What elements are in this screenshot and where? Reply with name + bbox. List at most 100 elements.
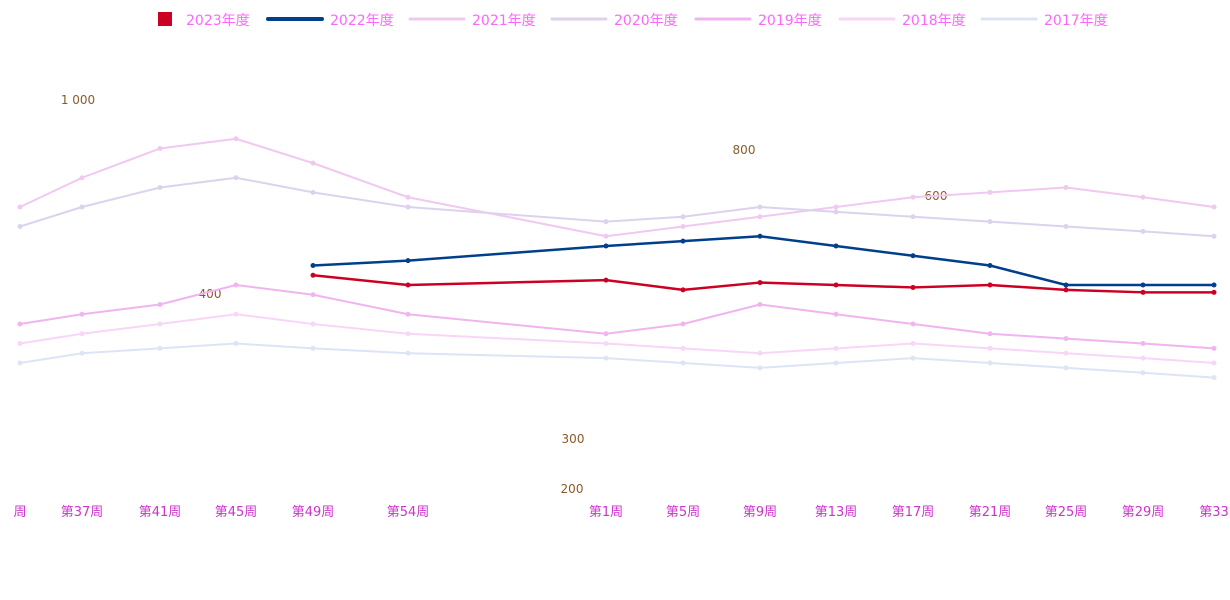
data-point — [1140, 228, 1146, 234]
series-lines — [17, 136, 1217, 381]
data-point — [1211, 289, 1217, 295]
data-point — [680, 287, 686, 293]
data-point — [603, 355, 609, 361]
x-tick-label: 第41周 — [139, 505, 182, 520]
legend-label-5[interactable]: 2018年度 — [902, 13, 966, 29]
y-tick-label: 300 — [562, 432, 585, 446]
data-point — [1063, 224, 1069, 229]
x-tick-label: 第21周 — [969, 505, 1012, 520]
data-point — [233, 136, 239, 142]
data-point — [1140, 289, 1146, 295]
data-point — [910, 341, 916, 346]
data-point — [833, 311, 839, 317]
data-point — [603, 341, 609, 346]
data-point — [405, 204, 411, 210]
legend-label-6[interactable]: 2017年度 — [1044, 13, 1108, 29]
data-point — [79, 331, 85, 337]
data-point — [1140, 194, 1146, 200]
data-point — [603, 243, 609, 249]
data-point — [603, 331, 609, 337]
data-point — [79, 175, 85, 181]
data-point — [1063, 365, 1069, 371]
data-point — [680, 321, 686, 327]
data-point — [405, 258, 411, 264]
legend-label-2[interactable]: 2021年度 — [472, 13, 536, 29]
data-point — [1063, 287, 1069, 293]
data-point — [910, 214, 916, 220]
x-tick-label: 第17周 — [892, 505, 935, 520]
data-point — [405, 194, 411, 200]
legend-label-4[interactable]: 2019年度 — [758, 13, 822, 29]
x-tick-label: 第49周 — [292, 505, 335, 520]
series-line-5 — [19, 313, 1215, 364]
x-tick-label: 第54周 — [387, 505, 430, 520]
legend-label-3[interactable]: 2020年度 — [614, 13, 678, 29]
data-point — [1140, 355, 1146, 361]
x-tick-label: 第1周 — [589, 505, 623, 520]
data-point — [680, 224, 686, 229]
series-line-4 — [19, 284, 1215, 350]
data-point — [157, 146, 163, 151]
data-point — [910, 253, 916, 259]
data-point — [603, 277, 609, 283]
x-tick-label: 第25周 — [1045, 505, 1088, 520]
data-point — [1063, 282, 1069, 288]
data-point — [405, 331, 411, 337]
data-point — [310, 160, 316, 166]
data-point — [17, 360, 23, 366]
data-point — [233, 311, 239, 317]
data-point — [680, 345, 686, 351]
data-point — [1140, 341, 1146, 346]
legend-label-1[interactable]: 2022年度 — [330, 13, 394, 29]
data-point — [79, 204, 85, 210]
legend-label-0[interactable]: 2023年度 — [186, 13, 250, 29]
data-point — [757, 214, 763, 220]
data-point — [987, 345, 993, 351]
data-point — [910, 284, 916, 290]
data-point — [157, 185, 163, 190]
data-point — [79, 350, 85, 356]
data-point — [910, 321, 916, 327]
data-point — [833, 204, 839, 210]
legend-swatch-0[interactable] — [158, 12, 172, 26]
data-point — [757, 280, 763, 286]
data-point — [157, 345, 163, 351]
x-tick-label: 第45周 — [215, 505, 258, 520]
data-point — [1063, 185, 1069, 190]
data-point — [17, 204, 23, 210]
data-point — [17, 224, 23, 229]
data-point — [833, 209, 839, 215]
data-point — [1211, 375, 1217, 381]
data-point — [310, 345, 316, 351]
data-point — [157, 321, 163, 327]
data-point — [987, 219, 993, 225]
y-tick-label: 200 — [561, 482, 584, 496]
data-point — [987, 282, 993, 288]
data-point — [910, 194, 916, 200]
series-line-1 — [312, 235, 1214, 287]
data-point — [310, 263, 316, 268]
data-point — [310, 272, 316, 278]
data-point — [757, 233, 763, 239]
data-point — [1140, 282, 1146, 288]
data-point — [233, 341, 239, 346]
y-tick-label: 800 — [733, 143, 756, 157]
series-line-3 — [19, 176, 1215, 238]
x-tick-label: 第13周 — [815, 505, 858, 520]
data-point — [1211, 204, 1217, 210]
x-tick-label: 第5周 — [666, 505, 700, 520]
series-line-6 — [19, 342, 1215, 379]
data-point — [680, 360, 686, 366]
data-point — [17, 321, 23, 327]
data-point — [17, 341, 23, 346]
data-point — [1063, 350, 1069, 356]
data-point — [233, 282, 239, 288]
x-tick-label: 周 — [13, 505, 26, 520]
data-point — [233, 175, 239, 181]
data-point — [833, 360, 839, 366]
data-point — [310, 189, 316, 195]
data-point — [405, 311, 411, 317]
data-point — [310, 321, 316, 327]
data-point — [833, 345, 839, 351]
